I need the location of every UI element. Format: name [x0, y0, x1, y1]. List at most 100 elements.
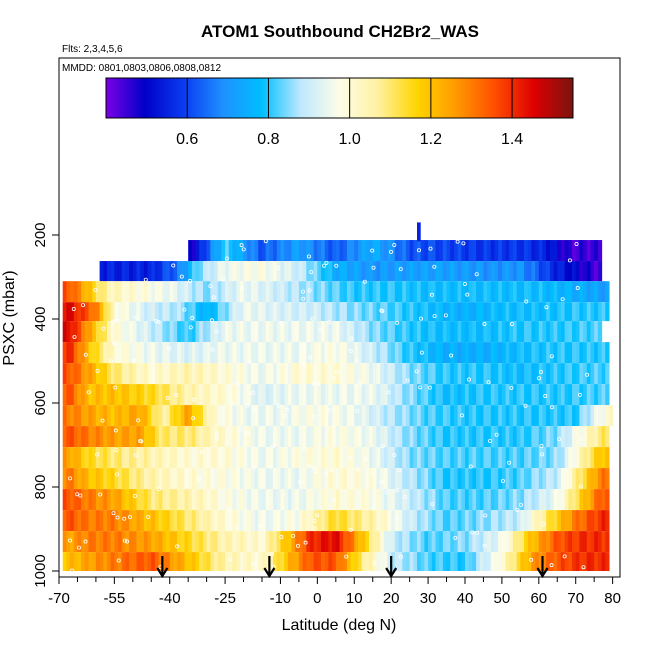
heatmap-cell [77, 426, 82, 448]
heatmap-cell [129, 510, 134, 532]
heatmap-cell [372, 405, 378, 427]
heatmap-cell [431, 321, 437, 343]
heatmap-cell [158, 468, 163, 490]
heatmap-cell [461, 552, 466, 571]
heatmap-cell [191, 405, 197, 427]
heatmap-cell [431, 302, 437, 322]
heatmap-cell [125, 363, 130, 385]
heatmap-cell [535, 321, 540, 343]
heatmap-cell [509, 363, 514, 385]
heatmap-cell [505, 321, 510, 343]
heatmap-cell [77, 342, 82, 364]
heatmap-cell [409, 468, 414, 490]
heatmap-cell [527, 302, 533, 322]
heatmap-cell [376, 426, 381, 448]
sample-marker [510, 322, 515, 327]
heatmap-cell [210, 426, 215, 448]
heatmap-cell [84, 468, 90, 490]
heatmap-cell [420, 405, 425, 427]
heatmap-cell [380, 447, 385, 469]
heatmap-cell [184, 468, 189, 490]
flights-label: Flts: 2,3,4,5,6 [62, 44, 123, 55]
heatmap-cell [291, 510, 296, 532]
heatmap-cell [424, 489, 429, 511]
heatmap-cell [225, 342, 230, 364]
heatmap-cell [542, 468, 547, 490]
heatmap-cell [273, 240, 278, 262]
heatmap-cell [328, 321, 333, 343]
heatmap-cell [151, 363, 156, 385]
heatmap-cell [494, 405, 499, 427]
heatmap-cell [339, 321, 344, 343]
heatmap-cell [70, 321, 75, 343]
heatmap-cell [114, 281, 119, 303]
heatmap-cell [564, 552, 569, 571]
heatmap-cell [564, 468, 569, 490]
heatmap-cell [361, 384, 366, 406]
heatmap-cell [73, 531, 79, 553]
heatmap-cell [70, 363, 75, 385]
heatmap-cell [453, 302, 459, 322]
heatmap-cell [95, 302, 101, 322]
heatmap-cell [136, 531, 141, 553]
heatmap-cell [350, 552, 355, 571]
heatmap-cell [225, 489, 230, 511]
heatmap-cell [125, 489, 130, 511]
heatmap-cell [317, 510, 322, 532]
heatmap-cell [572, 240, 577, 262]
heatmap-cell [328, 510, 333, 532]
heatmap-cell [490, 281, 496, 303]
heatmap-cell [225, 321, 230, 343]
x-tick-label: 80 [604, 590, 621, 607]
heatmap-cell [365, 321, 370, 343]
heatmap-cell [509, 240, 514, 262]
heatmap-cell [594, 489, 599, 511]
heatmap-cell [369, 321, 374, 343]
heatmap-cell [417, 510, 422, 532]
heatmap-cell [206, 302, 211, 322]
heatmap-cell [512, 552, 518, 571]
heatmap-cell [169, 261, 175, 282]
heatmap-cell [132, 321, 138, 343]
heatmap-cell [535, 447, 540, 469]
heatmap-cell [173, 552, 178, 571]
heatmap-cell [476, 426, 481, 448]
heatmap-cell [99, 384, 104, 406]
heatmap-cell [560, 321, 566, 343]
heatmap-cell [476, 363, 481, 385]
heatmap-cell [118, 468, 123, 490]
heatmap-cell [483, 447, 488, 469]
heatmap-cell [365, 447, 370, 469]
heatmap-cell [84, 510, 90, 532]
heatmap-cell [391, 447, 396, 469]
heatmap-cell [188, 363, 193, 385]
sample-marker [234, 525, 239, 530]
heatmap-cell [70, 426, 75, 448]
heatmap-cell [402, 321, 407, 343]
heatmap-cell [210, 489, 215, 511]
heatmap-cell [173, 510, 178, 532]
heatmap-cell [417, 426, 422, 448]
heatmap-cell [99, 552, 104, 571]
heatmap-cell [346, 342, 352, 364]
heatmap-cell [439, 240, 444, 262]
heatmap-cell [575, 447, 581, 469]
heatmap-cell [494, 281, 499, 303]
heatmap-cell [597, 240, 603, 262]
heatmap-cell [483, 302, 488, 322]
heatmap-cell [339, 240, 344, 262]
heatmap-cell [77, 489, 82, 511]
heatmap-cell [450, 261, 455, 282]
heatmap-cell [151, 447, 156, 469]
heatmap-cell [402, 281, 407, 303]
heatmap-cell [402, 552, 407, 571]
heatmap-cell [332, 531, 337, 553]
heatmap-cell [236, 363, 241, 385]
heatmap-cell [147, 363, 152, 385]
heatmap-cell [210, 342, 215, 364]
heatmap-cell [594, 281, 599, 303]
heatmap-cell [579, 281, 584, 303]
heatmap-cell [332, 510, 337, 532]
sample-marker [122, 516, 127, 521]
heatmap-cell [343, 510, 348, 532]
